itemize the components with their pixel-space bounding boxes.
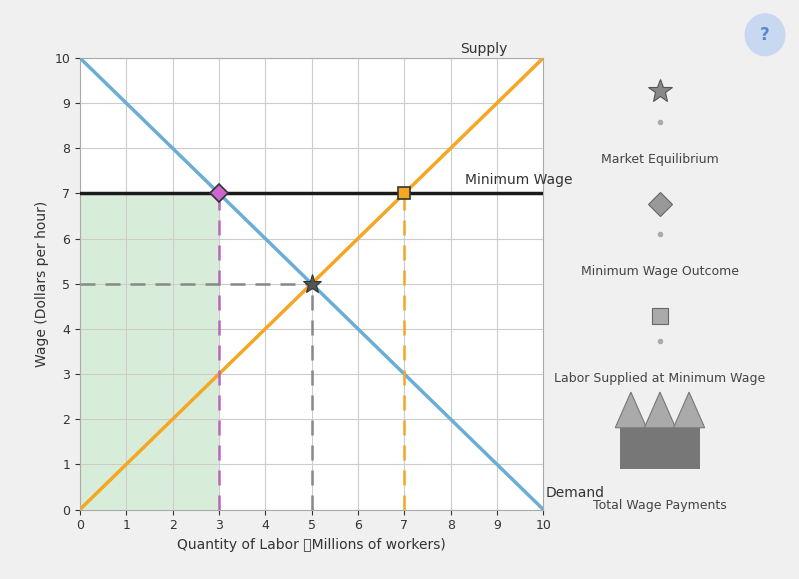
Text: Market Equilibrium: Market Equilibrium: [601, 153, 719, 166]
Polygon shape: [615, 392, 646, 428]
Text: Demand: Demand: [546, 486, 605, 500]
Text: ?: ?: [760, 25, 770, 44]
Text: Minimum Wage: Minimum Wage: [464, 173, 572, 186]
X-axis label: Quantity of Labor （Millions of workers): Quantity of Labor （Millions of workers): [177, 538, 446, 552]
Polygon shape: [674, 392, 705, 428]
Polygon shape: [644, 392, 676, 428]
FancyBboxPatch shape: [620, 428, 700, 468]
Text: Total Wage Payments: Total Wage Payments: [593, 499, 727, 512]
Circle shape: [745, 14, 785, 56]
Text: Labor Supplied at Minimum Wage: Labor Supplied at Minimum Wage: [555, 372, 765, 384]
Y-axis label: Wage (Dollars per hour): Wage (Dollars per hour): [34, 200, 49, 367]
Text: Minimum Wage Outcome: Minimum Wage Outcome: [581, 265, 739, 278]
Text: Supply: Supply: [460, 42, 507, 56]
Bar: [80, 193, 219, 510]
